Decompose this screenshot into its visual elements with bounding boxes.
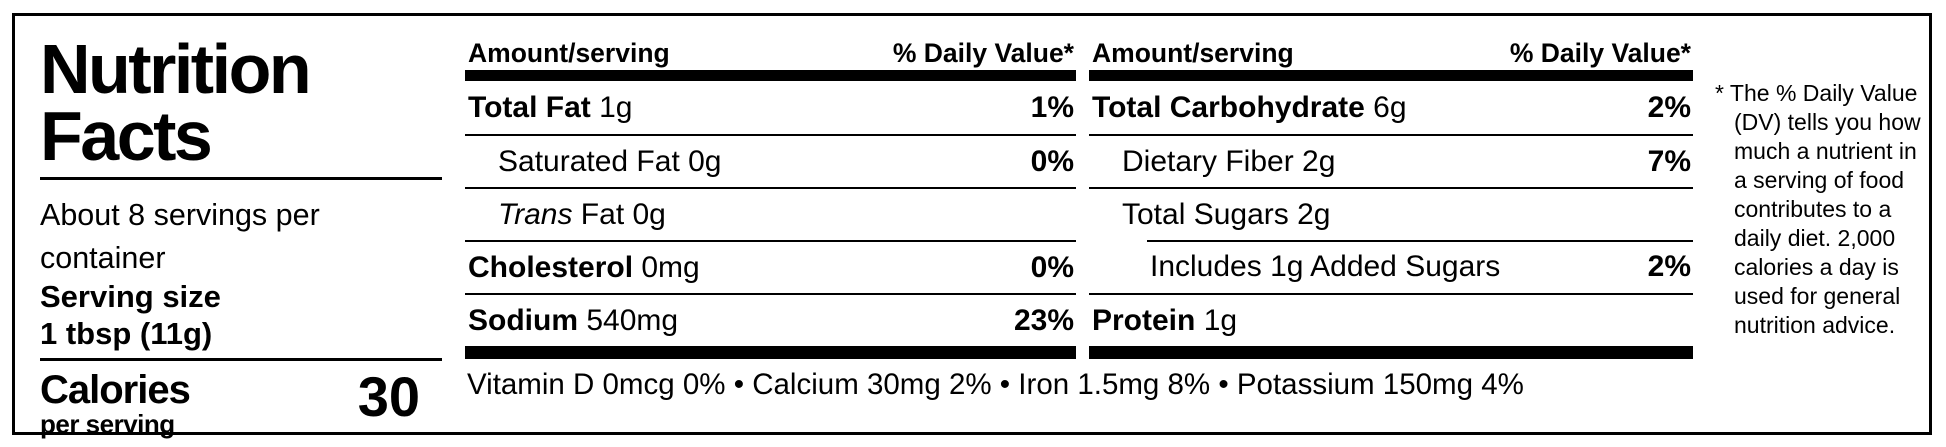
daily-value-percent: 0%	[1030, 144, 1074, 178]
calories-row: Calories per serving 30	[40, 369, 442, 438]
nutrient-row-total-sugars: Total Sugars 2g	[1089, 187, 1693, 240]
vitamins-minerals-line: Vitamin D 0mcg 0% • Calcium 30mg 2% • Ir…	[467, 368, 1524, 401]
nutrient-row-cholesterol: Cholesterol 0mg 0%	[465, 240, 1076, 293]
servings-per-container: About 8 servings per container	[40, 198, 320, 275]
daily-value-percent: 23%	[1013, 303, 1074, 337]
nutrient-row-total-fat: Total Fat 1g 1%	[465, 81, 1076, 134]
nutrient-amount: 6g	[1364, 90, 1407, 124]
nutrient-name: Total Carbohydrate	[1092, 90, 1365, 124]
calories-value: 30	[357, 365, 420, 428]
label-left-panel: Nutrition Facts About 8 servings per con…	[40, 30, 442, 447]
title-line-2: Facts	[40, 97, 213, 175]
daily-value-percent: 0%	[1030, 250, 1074, 284]
nutrient-name: Dietary Fiber 2g	[1122, 144, 1336, 178]
nutrient-row-added-sugars: Includes 1g Added Sugars 2%	[1089, 240, 1693, 293]
nutrient-name-italic: Trans	[498, 197, 573, 231]
calories-label: Calories	[40, 368, 191, 412]
serving-size-value: 1 tbsp (11g)	[40, 316, 213, 351]
daily-value-percent: 2%	[1647, 249, 1691, 283]
nutrition-facts-title: Nutrition Facts	[40, 30, 312, 175]
nutrient-row-sodium: Sodium 540mg 23%	[465, 293, 1076, 346]
nutrient-amount: 540mg	[578, 303, 679, 337]
title-divider	[40, 177, 442, 180]
nutrient-row-trans-fat: Trans Fat 0g	[465, 187, 1076, 240]
calories-per-serving-label: per serving	[40, 409, 175, 439]
daily-value-footnote: * The % Daily Value (DV) tells you how m…	[1715, 80, 1921, 338]
calories-divider	[40, 358, 442, 361]
daily-value-percent: 1%	[1030, 90, 1074, 124]
nutrient-name: Cholesterol	[468, 250, 634, 284]
serving-size-label: Serving size	[40, 279, 221, 314]
calories-label-block: Calories per serving	[40, 368, 191, 439]
daily-value-header: % Daily Value*	[892, 38, 1074, 68]
nutrient-name: Sodium	[468, 303, 578, 337]
nutrient-name: Total Sugars 2g	[1122, 197, 1331, 231]
nutrient-amount: Fat 0g	[572, 197, 666, 231]
nutrient-amount: 0mg	[633, 250, 700, 284]
thick-divider	[465, 346, 1076, 359]
daily-value-percent: 2%	[1647, 90, 1691, 124]
nutrient-row-protein: Protein 1g	[1089, 293, 1693, 346]
nutrient-name: Total Fat	[468, 90, 591, 124]
thick-divider	[1089, 346, 1693, 359]
daily-value-header: % Daily Value*	[1509, 38, 1691, 68]
amount-serving-header: Amount/serving	[1092, 38, 1294, 68]
thick-divider	[1089, 70, 1693, 81]
label-border: Nutrition Facts About 8 servings per con…	[12, 13, 1932, 438]
thick-divider	[465, 70, 1076, 81]
daily-value-percent: 7%	[1647, 144, 1691, 178]
nutrient-row-total-carbohydrate: Total Carbohydrate 6g 2%	[1089, 81, 1693, 134]
nutrient-amount: 1g	[1195, 303, 1238, 337]
nutrient-column-1: Amount/serving % Daily Value* Total Fat …	[465, 36, 1076, 359]
nutrient-row-saturated-fat: Saturated Fat 0g 0%	[465, 134, 1076, 187]
nutrient-column-2: Amount/serving % Daily Value* Total Carb…	[1089, 36, 1693, 359]
nutrient-name: Saturated Fat 0g	[498, 144, 722, 178]
column-header: Amount/serving % Daily Value*	[1089, 36, 1693, 70]
nutrient-row-dietary-fiber: Dietary Fiber 2g 7%	[1089, 134, 1693, 187]
nutrient-name: Protein	[1092, 303, 1196, 337]
nutrient-name: Includes 1g Added Sugars	[1150, 249, 1501, 283]
nutrient-amount: 1g	[590, 90, 633, 124]
title-line-1: Nutrition	[40, 30, 312, 108]
column-header: Amount/serving % Daily Value*	[465, 36, 1076, 70]
amount-serving-header: Amount/serving	[468, 38, 670, 68]
